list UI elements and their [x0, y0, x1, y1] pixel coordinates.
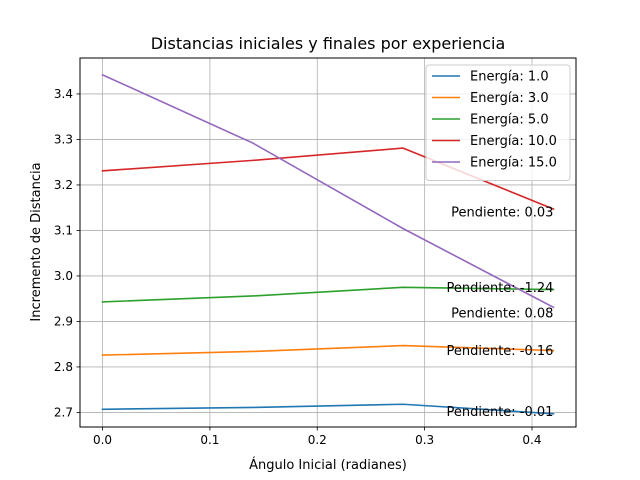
slope-annotation: Pendiente: -0.16 — [446, 344, 553, 359]
y-tick-label: 3.2 — [54, 178, 73, 192]
series-line-4 — [101, 73, 555, 309]
slope-annotation: Pendiente: -0.01 — [446, 405, 553, 420]
slope-annotations: Pendiente: 0.03 Pendiente: -1.24 Pendiente… — [446, 206, 553, 420]
legend-box — [425, 64, 571, 181]
legend-label-4: Energía: 15.0 — [470, 156, 557, 171]
legend-label-3: Energía: 10.0 — [470, 134, 557, 149]
chart-title: Distancias iniciales y finales por exper… — [151, 34, 506, 53]
axis-ticks: 0.0 0.1 0.2 0.3 0.4 2.7 2.8 2.9 3.0 3.1 3.2 3.3 3.4 — [54, 87, 542, 447]
y-tick-label: 3.4 — [54, 87, 73, 101]
y-axis-label: Incremento de Distancia — [29, 162, 44, 321]
y-tick-label: 2.8 — [54, 360, 73, 374]
x-tick-label: 0.4 — [522, 433, 541, 447]
y-tick-label: 3.0 — [54, 269, 73, 283]
slope-annotation: Pendiente: -1.24 — [446, 281, 553, 296]
series-line-2 — [101, 286, 555, 303]
series-line-0 — [101, 403, 555, 415]
slope-annotation: Pendiente: 0.03 — [451, 206, 553, 221]
y-tick-label: 3.3 — [54, 133, 73, 147]
x-tick-label: 0.3 — [415, 433, 434, 447]
legend-label-2: Energía: 5.0 — [470, 113, 549, 128]
legend-label-0: Energía: 1.0 — [470, 70, 549, 85]
x-axis-label: Ángulo Inicial (radianes) — [249, 457, 407, 473]
legend: Energía: 1.0 Energía: 3.0 Energía: 5.0 Ener… — [425, 64, 571, 181]
series-line-1 — [101, 344, 555, 356]
x-tick-label: 0.0 — [93, 433, 112, 447]
y-tick-label: 2.7 — [54, 406, 73, 420]
x-tick-label: 0.1 — [200, 433, 219, 447]
plot-frame — [79, 57, 577, 428]
x-tick-label: 0.2 — [308, 433, 327, 447]
slope-annotation: Pendiente: 0.08 — [451, 306, 553, 321]
y-tick-label: 2.9 — [54, 315, 73, 329]
legend-label-1: Energía: 3.0 — [470, 91, 549, 106]
y-tick-label: 3.1 — [54, 224, 73, 238]
